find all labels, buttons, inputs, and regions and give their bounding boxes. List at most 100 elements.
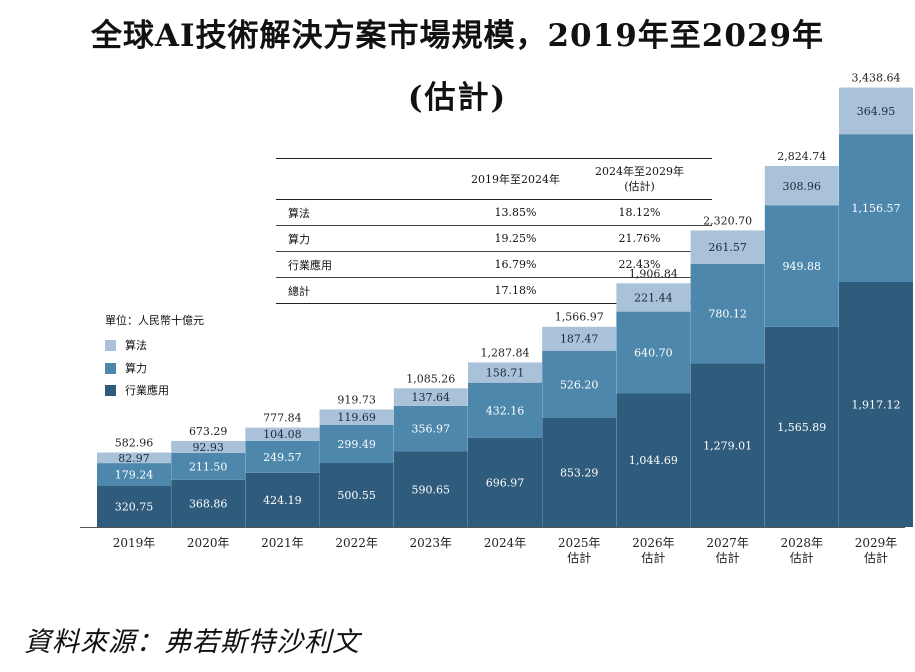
bar-segment: [393, 405, 468, 452]
cagr-row-label: 算法: [288, 206, 310, 220]
cagr-header-period2: 2024年至2029年 (估計): [593, 159, 712, 200]
cagr-row-label: 總計: [288, 284, 310, 298]
cagr-row-compute: 算力 19.25% 21.76%: [276, 226, 712, 252]
bar-segment: [764, 166, 839, 206]
cagr-value: 17.18%: [494, 284, 537, 297]
cagr-value: 22.43%: [618, 258, 661, 271]
chart-subtitle: (估計): [407, 80, 508, 116]
cagr-row-industry: 行業應用 16.79% 22.43%: [276, 252, 712, 278]
bar-segment: [839, 134, 913, 282]
x-tick-label: 估計: [716, 550, 740, 565]
legend-item-compute: 算力: [105, 361, 147, 375]
bar-value-label: 432.16: [486, 404, 525, 417]
cagr-row-label: 算力: [288, 232, 310, 246]
bar-segment: [97, 486, 171, 527]
cagr-header-period2-line2: (估計): [624, 180, 655, 193]
bar-value-label: 249.57: [263, 451, 302, 464]
bar-segment: [690, 263, 765, 364]
x-tick-label: 2021年: [261, 536, 304, 550]
cagr-value: 19.25%: [494, 232, 537, 245]
bar-total-label: 1,906.84: [629, 267, 678, 280]
cagr-header-period1: 2019年至2024年: [471, 172, 560, 186]
cagr-value: 16.79%: [494, 258, 537, 271]
bar-value-label: 221.44: [634, 291, 673, 304]
legend-swatch: [105, 339, 116, 351]
bar-value-label: 368.86: [189, 497, 228, 510]
bar-value-label: 1,565.89: [777, 421, 826, 434]
x-tick-label: 估計: [790, 550, 814, 565]
bar-value-label: 1,156.57: [852, 202, 901, 215]
x-tick-label: 2028年: [781, 536, 824, 550]
x-tick-label: 2029年: [855, 536, 898, 550]
bar-segment: [245, 440, 320, 473]
bar-total-label: 673.29: [189, 425, 228, 438]
cagr-value: 13.85%: [494, 206, 537, 219]
source-note: 資料來源：弗若斯特沙利文: [24, 627, 360, 658]
bar-value-label: 261.57: [708, 241, 747, 254]
x-tick-label: 2020年: [187, 536, 230, 550]
bar-value-label: 158.71: [486, 367, 525, 380]
bar-segment: [839, 282, 913, 527]
bar-value-label: 299.49: [337, 438, 376, 451]
bar-segment: [616, 283, 691, 312]
x-tick-label: 2027年: [706, 536, 749, 550]
bar-segment: [616, 393, 691, 527]
x-tick-label: 估計: [864, 550, 888, 565]
legend-label: 算力: [125, 362, 147, 375]
bar-total-label: 2,320.70: [703, 214, 752, 227]
bar-value-label: 356.97: [412, 423, 451, 436]
bar-segment: [171, 479, 246, 527]
cagr-header-row: 2019年至2024年 2024年至2029年 (估計): [276, 159, 712, 200]
bar-value-label: 853.29: [560, 466, 599, 479]
chart-title: 全球AI技術解決方案市場規模，2019年至2029年: [90, 18, 825, 54]
bar-segment: [764, 205, 839, 327]
bar-total-label: 1,287.84: [481, 346, 530, 359]
bar-segment: [542, 350, 617, 418]
bar-segment: [690, 363, 765, 527]
bar-segment: [468, 437, 542, 527]
legend-label: 行業應用: [125, 384, 169, 397]
legend-swatch: [105, 384, 116, 396]
bar-value-label: 104.08: [263, 428, 302, 441]
bar-value-label: 211.50: [189, 460, 228, 473]
bar-total-label: 1,085.26: [406, 372, 455, 385]
legend-swatch: [105, 362, 116, 374]
bar-segment: [764, 326, 839, 527]
bar-segment: [839, 87, 913, 135]
bar-segment: [171, 440, 246, 453]
cagr-row-algorithm: 算法 13.85% 18.12%: [276, 200, 712, 226]
x-tick-label: 2026年: [632, 536, 675, 550]
bar-value-label: 1,917.12: [852, 399, 901, 412]
bar-value-label: 308.96: [783, 180, 822, 193]
bar-value-label: 780.12: [708, 308, 747, 321]
bar-segment: [393, 451, 468, 527]
bar-value-label: 500.55: [337, 489, 376, 502]
bar-segment: [542, 417, 617, 527]
bar-value-label: 137.64: [412, 391, 451, 404]
bar-value-label: 320.75: [115, 501, 154, 514]
bar-value-label: 92.93: [192, 441, 224, 454]
bar-value-label: 364.95: [857, 105, 896, 118]
bar-segment: [468, 382, 542, 438]
bar-total-label: 582.96: [115, 437, 154, 450]
bar-total-label: 3,438.64: [852, 72, 901, 85]
legend-item-algorithm: 算法: [105, 338, 147, 352]
x-tick-label: 估計: [641, 550, 665, 565]
bar-segment: [171, 452, 246, 480]
bar-value-label: 187.47: [560, 333, 599, 346]
x-tick-label: 2019年: [113, 536, 156, 550]
x-tick-label: 2025年: [558, 536, 601, 550]
cagr-table: 2019年至2024年 2024年至2029年 (估計) 算法 13.85% 1…: [276, 158, 712, 304]
bar-total-label: 1,566.97: [555, 311, 604, 324]
cagr-row-label: 行業應用: [288, 258, 332, 272]
bar-segment: [393, 388, 468, 406]
x-tick-label: 2022年: [335, 536, 378, 550]
bar-value-label: 424.19: [263, 494, 302, 507]
bar-value-label: 590.65: [412, 483, 451, 496]
bar-segment: [542, 326, 617, 351]
bar-value-label: 119.69: [337, 411, 376, 424]
bar-segment: [690, 230, 765, 264]
bar-value-label: 640.70: [634, 347, 673, 360]
bar-value-label: 696.97: [486, 476, 525, 489]
cagr-header-period2-line1: 2024年至2029年: [595, 165, 684, 178]
